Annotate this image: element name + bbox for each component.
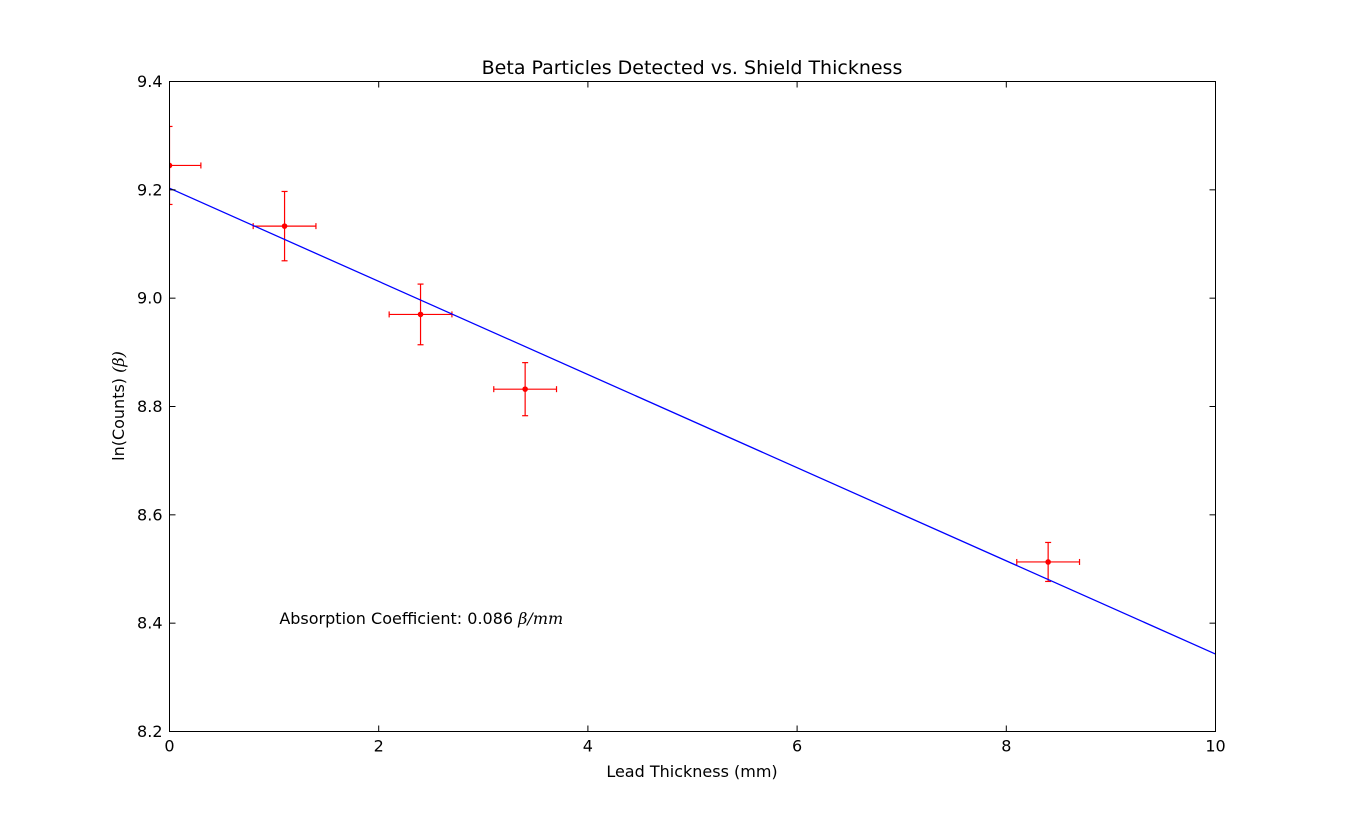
plot-frame	[169, 81, 1216, 732]
axis-ticks: 0 2 4 6 8 10 8.2 8.4 8.6 8.8 9.0 9.2 9.4	[137, 72, 1226, 756]
annotation-math: β/mm	[517, 609, 563, 628]
data-point-4	[493, 362, 558, 417]
x-axis-label: Lead Thickness (mm)	[606, 762, 777, 781]
plot-area	[169, 125, 1216, 655]
x-tick-label: 0	[164, 737, 174, 756]
fit-line	[169, 187, 1216, 655]
data-marker	[522, 386, 528, 392]
y-axis-label: ln(Counts) (β)	[109, 351, 128, 461]
x-tick-label: 10	[1205, 737, 1225, 756]
y-tick-label: 9.0	[137, 289, 162, 308]
data-point-2	[252, 190, 317, 262]
chart-title: Beta Particles Detected vs. Shield Thick…	[482, 57, 903, 79]
y-tick-label: 9.2	[137, 180, 162, 199]
x-tick-label: 8	[1001, 737, 1011, 756]
y-axis-label-text: ln(Counts)	[109, 373, 128, 461]
y-tick-label: 9.4	[137, 72, 162, 91]
x-tick-label: 2	[374, 737, 384, 756]
plot-inner	[169, 125, 1216, 655]
y-tick-label: 8.8	[137, 397, 162, 416]
y-tick-label: 8.4	[137, 614, 162, 633]
data-marker	[281, 223, 288, 229]
x-tick-label: 4	[583, 737, 593, 756]
data-marker	[417, 311, 424, 318]
data-point-3	[388, 283, 453, 346]
y-tick-label: 8.2	[137, 722, 162, 741]
y-tick-label: 8.6	[137, 505, 162, 524]
data-point-5	[1016, 541, 1081, 583]
data-marker	[169, 162, 173, 169]
x-tick-label: 6	[792, 737, 802, 756]
data-marker	[1045, 559, 1051, 565]
y-axis-label-math: (β)	[109, 351, 128, 373]
data-point-1	[169, 125, 202, 206]
absorption-coefficient-annotation: Absorption Coefficient: 0.086 β/mm	[279, 609, 563, 628]
annotation-text: Absorption Coefficient: 0.086	[279, 609, 518, 628]
